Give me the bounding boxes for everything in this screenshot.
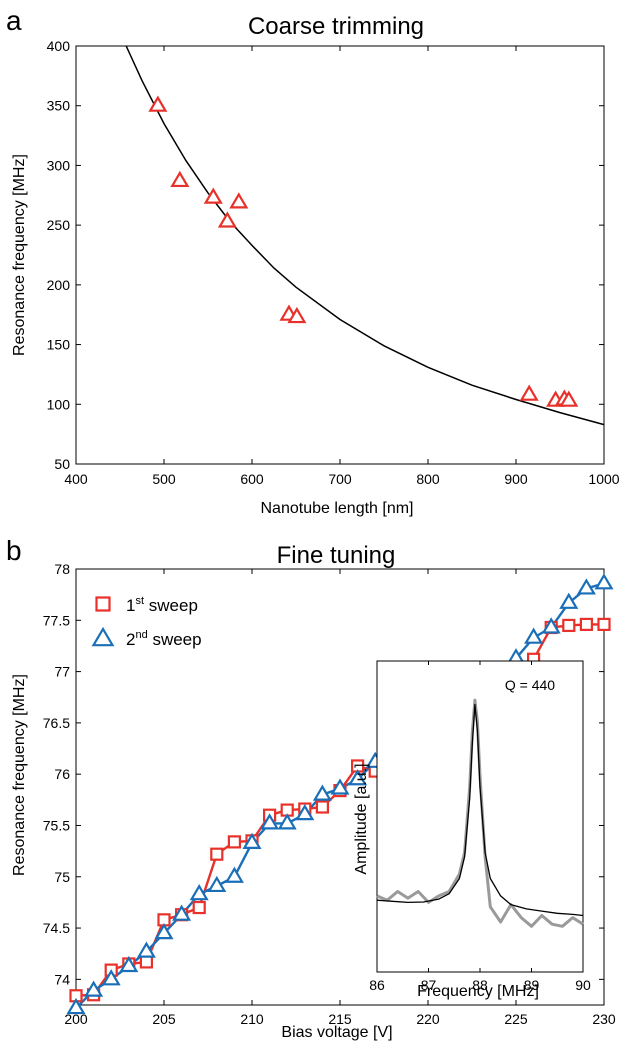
inset-fit-curve: [376, 703, 584, 917]
data-point-square: [315, 800, 329, 814]
data-point-triangle: [242, 832, 262, 849]
legend-label: 2nd sweep: [126, 629, 202, 649]
data-point: [229, 192, 249, 209]
y-tick-label: 74: [54, 971, 70, 987]
chart-a-axes: 400 500 600 700 800 900 1000 50 100 150 200 250 300 3…: [47, 38, 620, 487]
inset-x-tick-label: 88: [472, 977, 488, 993]
chart-b-legend: 1st sweep 2nd sweep: [91, 595, 202, 649]
y-tick-label: 77.5: [43, 612, 70, 628]
chart-b-title: Fine tuning: [277, 542, 396, 569]
data-point-triangle: [189, 884, 209, 901]
data-point-triangle: [207, 875, 227, 893]
legend-label: 1st sweep: [126, 595, 198, 615]
data-point: [217, 211, 237, 228]
panel-label-b: b: [6, 535, 22, 566]
chart-a-y-axis-label: Resonance frequency [MHz]: [11, 154, 28, 356]
x-tick-label: 500: [152, 471, 176, 487]
data-point-square: [597, 617, 611, 631]
data-point-triangle: [312, 784, 332, 801]
x-tick-label: 210: [240, 1011, 264, 1027]
data-point-triangle: [559, 592, 579, 609]
x-tick-label: 600: [240, 471, 264, 487]
x-tick-label: 400: [64, 471, 88, 487]
data-point-triangle: [277, 813, 297, 830]
data-point-triangle: [330, 778, 350, 795]
inset-axes: 86 87 88 89 90: [369, 660, 591, 993]
chart-b-x-axis-label: Bias voltage [V]: [281, 1024, 392, 1041]
data-point-triangle: [295, 804, 315, 821]
data-point-triangle: [172, 904, 192, 921]
data-point-square: [579, 617, 594, 631]
chart-a-x-axis-label: Nanotube length [nm]: [261, 500, 414, 517]
data-point-square: [192, 900, 206, 915]
y-tick-label: 150: [47, 337, 71, 353]
inset-y-axis-label: Amplitude [a.u.]: [353, 763, 370, 874]
data-point: [519, 384, 539, 401]
y-tick-label: 350: [47, 98, 71, 114]
chart-b-axes: 200 205 210 215 220 225 230 74 74.5 75 75.5 76 76.5 7…: [43, 561, 616, 1027]
legend-marker: [95, 596, 111, 612]
data-point-triangle: [224, 866, 244, 883]
y-tick-label: 77: [54, 664, 70, 680]
data-point-square: [227, 835, 241, 849]
y-tick-label: 400: [47, 38, 71, 54]
x-tick-label: 1000: [588, 471, 619, 487]
data-point-triangle: [260, 813, 280, 830]
inset-x-tick-label: 89: [524, 977, 540, 993]
x-tick-label: 700: [328, 471, 352, 487]
data-point-triangle: [154, 923, 174, 940]
y-tick-label: 78: [54, 561, 70, 577]
inset-x-axis-label: Frequency [MHz]: [417, 983, 539, 1000]
chart-a-title: Coarse trimming: [248, 13, 424, 40]
x-tick-label: 215: [328, 1011, 352, 1027]
chart-a-marks: [125, 45, 605, 426]
x-tick-label: 800: [416, 471, 440, 487]
y-tick-label: 250: [47, 217, 71, 233]
data-point: [287, 306, 307, 324]
x-tick-label: 205: [152, 1011, 176, 1027]
data-point-triangle: [524, 627, 544, 644]
data-point-triangle: [101, 969, 121, 986]
inset-x-tick-label: 86: [369, 977, 385, 993]
data-point: [148, 95, 168, 112]
data-point-triangle: [119, 955, 139, 973]
y-tick-label: 50: [54, 456, 70, 472]
data-point: [170, 170, 190, 188]
x-tick-label: 200: [64, 1011, 88, 1027]
y-tick-label: 76.5: [43, 715, 70, 731]
panel-label-a: a: [6, 5, 22, 36]
x-tick-label: 230: [592, 1011, 616, 1027]
data-point: [559, 390, 579, 407]
inset-x-tick-label: 90: [575, 977, 591, 993]
y-tick-label: 200: [47, 277, 71, 293]
x-tick-label: 225: [504, 1011, 528, 1027]
x-tick-label: 900: [504, 471, 528, 487]
inset-annotation: Q = 440: [505, 677, 555, 693]
data-point-square: [210, 847, 224, 861]
data-point-triangle: [136, 941, 156, 958]
data-point-triangle: [84, 980, 104, 997]
data-point-triangle: [576, 578, 596, 595]
inset-x-tick-label: 87: [421, 977, 437, 993]
y-tick-label: 75: [54, 869, 70, 885]
data-point-square: [139, 955, 153, 969]
y-tick-label: 100: [47, 396, 71, 412]
data-point-triangle: [541, 617, 561, 634]
data-point-triangle: [348, 769, 368, 786]
data-point-triangle: [66, 997, 86, 1015]
inset-marks: [376, 698, 584, 928]
legend-marker: [91, 626, 115, 647]
data-point-square: [562, 618, 576, 633]
y-tick-label: 75.5: [43, 817, 70, 833]
data-point: [203, 187, 223, 204]
x-tick-label: 220: [416, 1011, 440, 1027]
data-point-triangle: [594, 573, 614, 590]
fit-curve: [125, 45, 605, 426]
y-tick-label: 300: [47, 157, 71, 173]
chart-b-y-axis-label: Resonance frequency [MHz]: [11, 674, 28, 876]
y-tick-label: 74.5: [43, 920, 70, 936]
y-tick-label: 76: [54, 766, 70, 782]
